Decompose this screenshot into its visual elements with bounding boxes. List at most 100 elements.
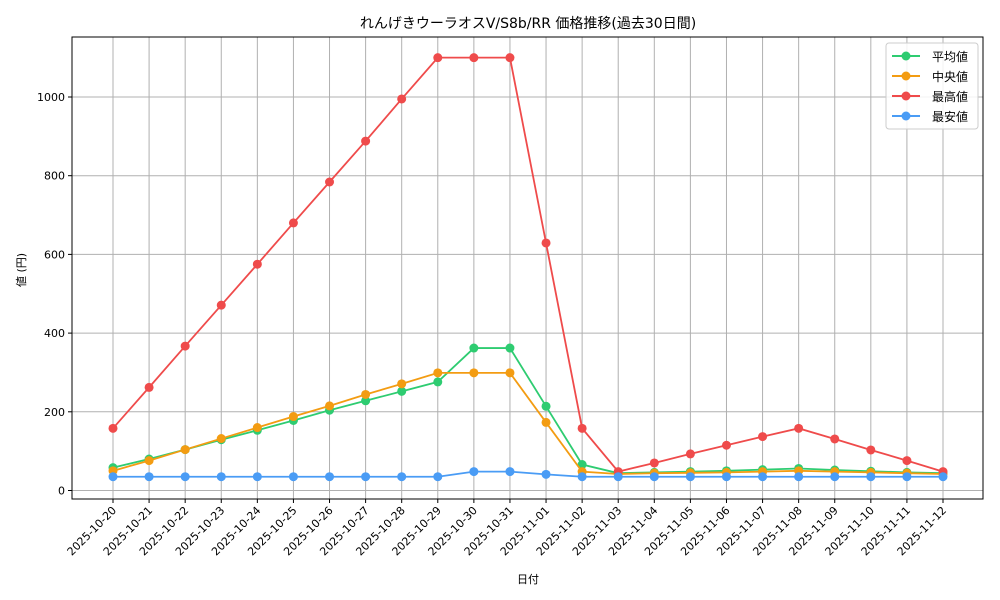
- data-point: [613, 472, 623, 482]
- data-point: [469, 368, 479, 378]
- data-point: [252, 472, 262, 482]
- legend-marker-icon: [901, 91, 911, 101]
- data-point: [397, 472, 407, 482]
- data-point: [144, 456, 154, 466]
- legend-item: 最安値: [892, 109, 968, 124]
- plot-area: [71, 36, 984, 500]
- data-point: [288, 412, 298, 422]
- y-tick-label: 0: [58, 485, 65, 498]
- data-point: [758, 432, 768, 442]
- legend-item: 最高値: [892, 89, 968, 104]
- data-point: [577, 423, 587, 433]
- legend-label: 最高値: [932, 89, 968, 104]
- x-axis-ticks: 2025-10-202025-10-212025-10-222025-10-23…: [65, 499, 949, 558]
- data-point: [288, 472, 298, 482]
- data-point: [433, 472, 443, 482]
- series-3: [108, 467, 948, 482]
- data-point: [216, 300, 226, 310]
- data-point: [649, 472, 659, 482]
- data-point: [325, 401, 335, 411]
- data-point: [505, 53, 515, 63]
- data-point: [505, 343, 515, 353]
- data-point: [180, 445, 190, 455]
- data-point: [830, 434, 840, 444]
- data-point: [325, 177, 335, 187]
- y-tick-label: 1000: [37, 91, 65, 104]
- data-series: [108, 53, 948, 482]
- data-point: [505, 368, 515, 378]
- y-tick-label: 400: [44, 327, 65, 340]
- data-point: [902, 472, 912, 482]
- data-point: [397, 379, 407, 389]
- data-point: [721, 440, 731, 450]
- legend-label: 最安値: [932, 109, 968, 124]
- data-point: [144, 472, 154, 482]
- legend-item: 中央値: [892, 69, 968, 84]
- data-point: [649, 458, 659, 468]
- data-point: [433, 377, 443, 387]
- data-point: [685, 472, 695, 482]
- data-point: [577, 460, 587, 470]
- data-point: [108, 472, 118, 482]
- data-point: [252, 423, 262, 433]
- x-axis-label: 日付: [517, 573, 539, 586]
- legend-marker-icon: [901, 71, 911, 81]
- legend-label: 中央値: [932, 69, 968, 84]
- series-line: [112, 56, 944, 473]
- data-point: [108, 423, 118, 433]
- data-point: [433, 368, 443, 378]
- series-line: [113, 470, 943, 478]
- data-point: [902, 456, 912, 466]
- data-point: [216, 472, 226, 482]
- data-point: [685, 449, 695, 459]
- series-1: [108, 368, 948, 479]
- data-point: [216, 434, 226, 444]
- data-point: [541, 401, 551, 411]
- data-point: [469, 343, 479, 353]
- data-point: [361, 389, 371, 399]
- legend-item: 平均値: [892, 49, 968, 64]
- y-tick-label: 600: [44, 248, 65, 261]
- data-point: [180, 472, 190, 482]
- data-point: [505, 467, 515, 477]
- legend-box: [885, 42, 979, 130]
- data-point: [758, 472, 768, 482]
- data-point: [288, 218, 298, 228]
- series-0: [108, 343, 948, 478]
- data-point: [866, 445, 876, 455]
- data-point: [721, 472, 731, 482]
- data-point: [361, 472, 371, 482]
- y-tick-label: 800: [44, 170, 65, 183]
- chart-title: れんげきウーラオスV/S8b/RR 価格推移(過去30日間): [360, 16, 696, 32]
- data-point: [541, 417, 551, 427]
- legend-marker-icon: [901, 111, 911, 121]
- data-point: [252, 259, 262, 269]
- data-point: [180, 341, 190, 351]
- data-point: [938, 472, 948, 482]
- data-point: [469, 53, 479, 63]
- data-point: [541, 238, 551, 248]
- data-point: [541, 469, 551, 479]
- legend-label: 平均値: [932, 49, 968, 64]
- series-line: [112, 371, 944, 475]
- data-point: [469, 467, 479, 477]
- data-point: [325, 472, 335, 482]
- data-point: [577, 472, 587, 482]
- data-point: [866, 472, 876, 482]
- data-point: [794, 423, 804, 433]
- y-tick-label: 200: [44, 406, 65, 419]
- data-point: [397, 386, 407, 396]
- data-point: [361, 396, 371, 406]
- data-point: [397, 94, 407, 104]
- grid-lines: [72, 37, 983, 499]
- data-point: [361, 136, 371, 146]
- data-point: [794, 472, 804, 482]
- series-line: [112, 347, 944, 475]
- data-point: [830, 472, 840, 482]
- legend-marker-icon: [901, 51, 911, 61]
- y-axis-label: 値 (円): [15, 253, 28, 287]
- y-axis-ticks: 0 200 400 600 800 1000: [37, 91, 72, 498]
- series-2: [108, 53, 948, 477]
